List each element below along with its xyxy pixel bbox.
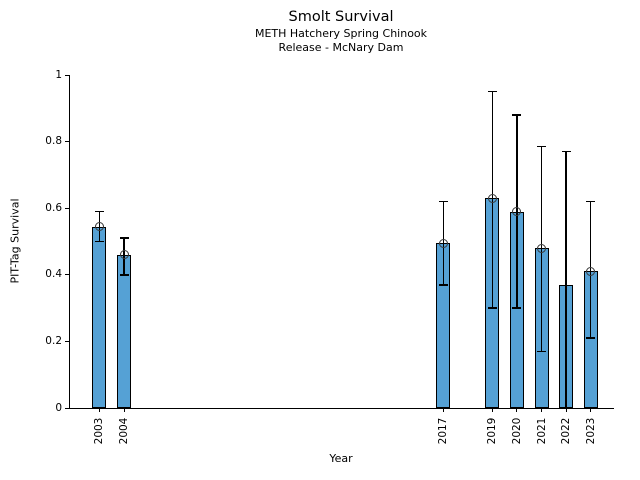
plot-area: 0 0.2 0.4 0.6 0.8 1 2003 2004 2017 2019 2020 2021 20… xyxy=(45,69,614,444)
chart-subtitle-line2: Release - McNary Dam xyxy=(278,40,404,54)
y-tick-label-0.2: 0.2 xyxy=(45,334,62,347)
errorbar-2022 xyxy=(565,151,567,408)
x-tick-label-text-2004: 2004 xyxy=(117,417,130,445)
x-tick-label-text-2003: 2003 xyxy=(93,417,106,445)
x-tick-label-text-2021: 2021 xyxy=(535,417,548,445)
bar-2003 xyxy=(92,226,107,408)
x-tick-mark-2017 xyxy=(442,408,444,412)
y-tick-mark-0.2 xyxy=(65,340,69,342)
marker-2023 xyxy=(586,266,596,276)
x-tick-label-text-2022: 2022 xyxy=(559,417,572,445)
bar-2004 xyxy=(117,254,132,408)
y-tick-label-0.4: 0.4 xyxy=(45,268,62,281)
x-tick-mark-2020 xyxy=(516,408,518,412)
marker-2019 xyxy=(487,193,497,203)
x-tick-mark-2023 xyxy=(590,408,592,412)
x-tick-mark-2004 xyxy=(123,408,125,412)
chart-subtitle-line1: METH Hatchery Spring Chinook xyxy=(254,27,428,41)
y-tick-mark-0.4 xyxy=(65,274,69,276)
y-tick-mark-0.8 xyxy=(65,141,69,143)
errorbar-cap-high-2019 xyxy=(487,90,497,93)
x-tick-mark-2021 xyxy=(541,408,543,412)
errorbar-cap-low-2003 xyxy=(94,240,104,243)
marker-2021 xyxy=(537,243,547,253)
y-tick-label-0.8: 0.8 xyxy=(45,135,62,148)
errorbar-cap-high-2023 xyxy=(586,200,596,203)
errorbar-cap-low-2017 xyxy=(438,284,448,286)
title-block: Smolt Survival METH Hatchery Spring Chin… xyxy=(69,8,613,55)
y-tick-mark-0.6 xyxy=(65,207,69,209)
x-tick-label-text-2019: 2019 xyxy=(486,417,499,445)
x-tick-label-text-2017: 2017 xyxy=(437,417,450,445)
y-tick-label-0: 0 xyxy=(55,401,62,414)
errorbar-cap-low-2020 xyxy=(512,307,522,309)
errorbar-cap-high-2022 xyxy=(561,150,571,153)
x-tick-mark-2003 xyxy=(98,408,100,412)
y-tick-label-1: 1 xyxy=(55,68,62,81)
y-tick-label-0.6: 0.6 xyxy=(45,201,62,214)
y-axis-title-text: PIT-Tag Survival xyxy=(8,198,22,284)
y-tick-mark-0 xyxy=(65,407,69,409)
chart-title: Smolt Survival xyxy=(288,9,394,25)
marker-2020 xyxy=(512,207,522,217)
y-tick-mark-1 xyxy=(65,74,69,76)
x-tick-label-text-2023: 2023 xyxy=(584,417,597,445)
errorbar-cap-low-2023 xyxy=(586,337,596,339)
errorbar-cap-low-2019 xyxy=(487,307,497,309)
errorbar-cap-high-2003 xyxy=(94,210,104,213)
x-tick-label-text-2020: 2020 xyxy=(510,417,523,445)
marker-2017 xyxy=(438,238,448,248)
errorbar-cap-low-2022 xyxy=(561,407,571,409)
errorbar-cap-low-2004 xyxy=(119,274,129,276)
errorbar-cap-high-2021 xyxy=(537,145,547,148)
errorbar-cap-high-2017 xyxy=(438,200,448,203)
x-tick-mark-2022 xyxy=(565,408,567,412)
x-axis-title: Year xyxy=(329,452,353,465)
errorbar-cap-high-2004 xyxy=(119,237,129,239)
errorbar-cap-low-2021 xyxy=(537,350,547,353)
x-tick-mark-2019 xyxy=(491,408,493,412)
marker-2004 xyxy=(119,250,129,260)
errorbar-cap-high-2020 xyxy=(512,114,522,116)
marker-2003 xyxy=(94,222,104,231)
